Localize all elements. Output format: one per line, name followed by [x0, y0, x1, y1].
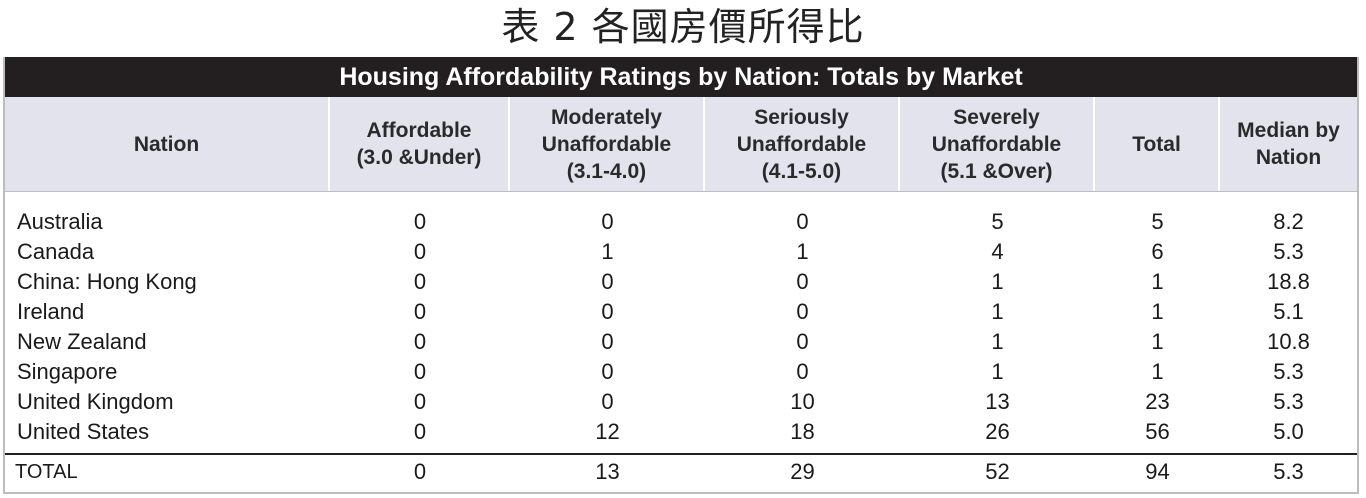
- total-cell: 13: [595, 459, 620, 484]
- value-cell: 5.0: [1273, 419, 1304, 444]
- table-row: Australia 0 0 0 5 5 8.2: [5, 207, 1357, 237]
- total-label: TOTAL: [15, 461, 78, 483]
- table-caption: 表 2 各國房價所得比: [501, 5, 865, 49]
- nation-cell: United Kingdom: [17, 389, 174, 414]
- value-cell: 1: [796, 239, 809, 264]
- affordability-table: Housing Affordability Ratings by Nation:…: [3, 57, 1359, 494]
- value-cell: 56: [1145, 419, 1170, 444]
- total-cell: 5.3: [1273, 459, 1304, 484]
- table-row: New Zealand 0 0 0 1 1 10.8: [5, 327, 1357, 357]
- value-cell: 0: [413, 419, 427, 444]
- value-cell: 0: [601, 389, 614, 414]
- value-cell: 1: [1151, 269, 1164, 294]
- nation-cell: China: Hong Kong: [17, 269, 197, 294]
- total-cell: 29: [790, 459, 815, 484]
- value-cell: 0: [601, 299, 614, 324]
- value-cell: 0: [413, 269, 427, 294]
- nation-cell: Ireland: [17, 299, 85, 324]
- value-cell: 0: [601, 329, 614, 354]
- value-cell: 5.3: [1273, 239, 1304, 264]
- column-header-seriously-unaffordable: Seriously Unaffordable (4.1-5.0): [705, 97, 900, 191]
- column-header-median: Median by Nation: [1237, 119, 1340, 169]
- value-cell: 23: [1145, 389, 1170, 414]
- value-cell: 12: [595, 419, 620, 444]
- table-header-row: Nation Affordable (3.0 &Under) Moderatel…: [5, 97, 1357, 192]
- value-cell: 1: [1151, 329, 1164, 354]
- column-header-severely-unaffordable: Severely Unaffordable (5.1 &Over): [900, 97, 1095, 191]
- value-cell: 10.8: [1267, 329, 1310, 354]
- value-cell: 0: [796, 269, 809, 294]
- value-cell: 0: [796, 359, 809, 384]
- value-cell: 18: [790, 419, 815, 444]
- value-cell: 5: [1151, 209, 1164, 234]
- value-cell: 0: [796, 209, 809, 234]
- table-row: United Kingdom 0 0 10 13 23 5.3: [5, 387, 1357, 417]
- value-cell: 1: [601, 239, 614, 264]
- value-cell: 1: [991, 299, 1004, 324]
- value-cell: 0: [413, 239, 427, 264]
- value-cell: 10: [790, 389, 815, 414]
- value-cell: 1: [991, 359, 1004, 384]
- value-cell: 6: [1151, 239, 1164, 264]
- nation-cell: Australia: [17, 209, 103, 234]
- value-cell: 13: [985, 389, 1010, 414]
- value-cell: 1: [991, 269, 1004, 294]
- value-cell: 4: [991, 239, 1004, 264]
- value-cell: 0: [796, 299, 809, 324]
- value-cell: 5.1: [1273, 299, 1304, 324]
- value-cell: 0: [413, 389, 427, 414]
- value-cell: 0: [601, 269, 614, 294]
- nation-cell: Canada: [17, 239, 95, 264]
- value-cell: 18.8: [1267, 269, 1310, 294]
- value-cell: 1: [1151, 299, 1164, 324]
- value-cell: 5.3: [1273, 359, 1304, 384]
- nation-cell: Singapore: [17, 359, 118, 384]
- table-row: Canada 0 1 1 4 6 5.3: [5, 237, 1357, 267]
- value-cell: 0: [601, 359, 614, 384]
- column-header-moderately-unaffordable: Moderately Unaffordable (3.1-4.0): [510, 97, 705, 191]
- value-cell: 0: [413, 299, 427, 324]
- column-header-affordable: Affordable (3.0 &Under): [330, 97, 510, 191]
- table-row: China: Hong Kong 0 0 0 1 1 18.8: [5, 267, 1357, 297]
- table-title: Housing Affordability Ratings by Nation:…: [5, 57, 1357, 97]
- value-cell: 0: [601, 209, 614, 234]
- table-total-row: TOTAL 0 13 29 52 94 5.3: [5, 453, 1357, 489]
- value-cell: 0: [413, 359, 427, 384]
- table-row: Ireland 0 0 0 1 1 5.1: [5, 297, 1357, 327]
- value-cell: 1: [1151, 359, 1164, 384]
- value-cell: 0: [413, 209, 427, 234]
- value-cell: 0: [413, 329, 427, 354]
- nation-cell: United States: [17, 419, 150, 444]
- table-body: Australia 0 0 0 5 5 8.2 Canada 0 1 1 4 6 5.3 China: Ho…: [5, 192, 1357, 447]
- value-cell: 5.3: [1273, 389, 1304, 414]
- value-cell: 1: [991, 329, 1004, 354]
- table-row: Singapore 0 0 0 1 1 5.3: [5, 357, 1357, 387]
- value-cell: 26: [985, 419, 1010, 444]
- table-row: United States 0 12 18 26 56 5.0: [5, 417, 1357, 447]
- value-cell: 8.2: [1273, 209, 1304, 234]
- nation-cell: New Zealand: [17, 329, 147, 354]
- total-cell: 0: [413, 459, 427, 484]
- value-cell: 0: [796, 329, 809, 354]
- column-header-total: Total: [1095, 97, 1220, 191]
- value-cell: 5: [991, 209, 1004, 234]
- column-header-nation: Nation: [5, 97, 330, 191]
- total-cell: 52: [985, 459, 1010, 484]
- total-cell: 94: [1145, 459, 1170, 484]
